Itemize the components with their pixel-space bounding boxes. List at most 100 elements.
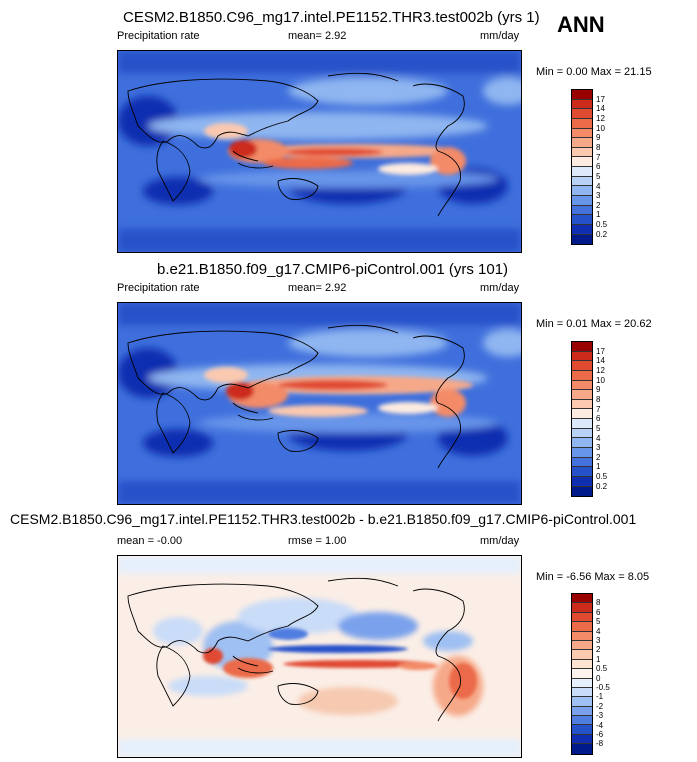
panel-3-title: CESM2.B1850.C96_mg17.intel.PE1152.THR3.t…: [10, 511, 637, 527]
colorbar-tick-label: 2: [596, 452, 601, 462]
colorbar-tick-label: 12: [596, 365, 605, 375]
colorbar-tick-label: 6: [596, 162, 601, 172]
colorbar-tick-label: 12: [596, 113, 605, 123]
colorbar-tick-label: 4: [596, 626, 601, 636]
colorbar-box: [572, 99, 592, 110]
panel-3-map-graphic: [118, 556, 521, 757]
panel-1-colorbar-boxes: [572, 90, 592, 245]
panel-3-colorbar: [571, 593, 593, 755]
colorbar-tick-label: 10: [596, 375, 605, 385]
colorbar-box: [572, 734, 592, 745]
colorbar-box: [572, 196, 592, 206]
colorbar-box: [572, 176, 592, 187]
panel-1-colorbar: [571, 89, 593, 246]
colorbar-box: [572, 157, 592, 168]
colorbar-box: [572, 650, 592, 660]
colorbar-box: [572, 128, 592, 139]
colorbar-tick-label: 8: [596, 142, 601, 152]
colorbar-box: [572, 716, 592, 726]
panel-1-mean-label: mean= 2.92: [288, 30, 347, 42]
colorbar-tick-label: 0.2: [596, 229, 608, 239]
colorbar-tick-label: 2: [596, 200, 601, 210]
colorbar-box: [572, 90, 592, 100]
colorbar-tick-label: 5: [596, 171, 601, 181]
colorbar-box: [572, 687, 592, 698]
panel-2-colorbar-boxes: [572, 342, 592, 497]
colorbar-tick-label: 14: [596, 104, 605, 114]
panel-2-minmax-label: Min = 0.01 Max = 20.62: [536, 318, 652, 330]
panel-3-mean-label: mean = -0.00: [117, 535, 183, 547]
colorbar-tick-label: 9: [596, 385, 601, 395]
colorbar-box: [572, 669, 592, 679]
panel-3-rmse-label: rmse = 1.00: [288, 535, 347, 547]
colorbar-box: [572, 476, 592, 487]
panel-2-variable-label: Precipitation rate: [117, 282, 200, 294]
colorbar-box: [572, 361, 592, 371]
panel-1-title: CESM2.B1850.C96_mg17.intel.PE1152.THR3.t…: [123, 9, 540, 26]
season-label: ANN: [557, 12, 605, 37]
colorbar-box: [572, 351, 592, 362]
colorbar-tick-label: 10: [596, 123, 605, 133]
colorbar-box: [572, 697, 592, 707]
colorbar-tick-label: 5: [596, 617, 601, 627]
colorbar-tick-label: 1: [596, 654, 601, 664]
panel-2-map-graphic: [118, 303, 521, 504]
panel-3-minmax-label: Min = -6.56 Max = 8.05: [536, 571, 650, 583]
panel-3-units-label: mm/day: [480, 535, 520, 547]
colorbar-box: [572, 419, 592, 429]
colorbar-box: [572, 594, 592, 604]
colorbar-box: [572, 603, 592, 613]
colorbar-box: [572, 448, 592, 458]
colorbar-box: [572, 659, 592, 670]
colorbar-tick-label: 8: [596, 394, 601, 404]
colorbar-tick-label: 0.5: [596, 664, 608, 674]
colorbar-box: [572, 457, 592, 468]
colorbar-box: [572, 186, 592, 197]
colorbar-tick-label: -3: [596, 711, 604, 721]
colorbar-box: [572, 399, 592, 410]
colorbar-box: [572, 147, 592, 158]
colorbar-box: [572, 744, 592, 754]
panel-1-minmax-label: Min = 0.00 Max = 21.15: [536, 66, 652, 78]
colorbar-box: [572, 631, 592, 641]
colorbar-tick-label: 0.5: [596, 220, 608, 230]
colorbar-tick-label: 0.5: [596, 472, 608, 482]
colorbar-tick-label: 1: [596, 210, 601, 220]
panel-1-variable-label: Precipitation rate: [117, 30, 200, 42]
colorbar-tick-label: 3: [596, 191, 601, 201]
colorbar-box: [572, 612, 592, 623]
colorbar-box: [572, 167, 592, 177]
colorbar-tick-label: 7: [596, 404, 601, 414]
colorbar-tick-label: -8: [596, 739, 604, 749]
panel-2-units-label: mm/day: [480, 282, 520, 294]
colorbar-tick-label: 17: [596, 94, 605, 104]
colorbar-box: [572, 409, 592, 420]
panel-1-map-graphic: [118, 51, 521, 252]
colorbar-tick-label: 0: [596, 673, 601, 683]
colorbar-box: [572, 224, 592, 235]
colorbar-box: [572, 706, 592, 717]
colorbar-tick-label: -1: [596, 692, 604, 702]
colorbar-tick-label: 2: [596, 645, 601, 655]
colorbar-box: [572, 205, 592, 216]
panel-1-map: [117, 50, 522, 253]
colorbar-tick-label: 9: [596, 133, 601, 143]
colorbar-box: [572, 486, 592, 497]
panel-2-title: b.e21.B1850.f09_g17.CMIP6-piControl.001 …: [157, 261, 509, 278]
colorbar-tick-label: 7: [596, 152, 601, 162]
colorbar-tick-label: 6: [596, 607, 601, 617]
colorbar-box: [572, 622, 592, 632]
panel-2-map: [117, 302, 522, 505]
colorbar-box: [572, 438, 592, 449]
colorbar-tick-label: 17: [596, 346, 605, 356]
colorbar-tick-label: 1: [596, 462, 601, 472]
colorbar-tick-label: -6: [596, 730, 604, 739]
colorbar-box: [572, 138, 592, 148]
panel-1-units-label: mm/day: [480, 30, 520, 42]
colorbar-tick-label: 0.2: [596, 481, 608, 491]
colorbar-box: [572, 725, 592, 735]
colorbar-box: [572, 380, 592, 391]
colorbar-box: [572, 428, 592, 439]
colorbar-box: [572, 467, 592, 477]
colorbar-tick-label: 5: [596, 423, 601, 433]
